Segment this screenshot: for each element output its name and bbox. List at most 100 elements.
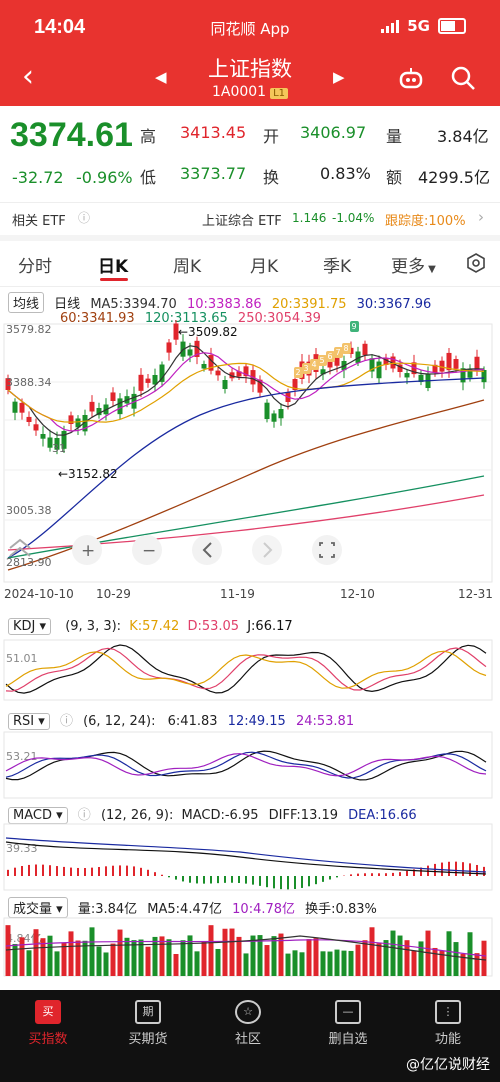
prev-stock-icon[interactable]: ◀ [155, 68, 167, 86]
candle-body [33, 424, 39, 431]
zoom-out-button[interactable]: − [132, 535, 162, 565]
volume-bar [96, 946, 102, 976]
code-label: 1A0001 [211, 84, 267, 100]
price-change: -32.72 [12, 168, 64, 187]
signal-marker-label: 4 [312, 360, 317, 369]
fullscreen-button[interactable] [312, 535, 342, 565]
volume-bar [404, 940, 410, 976]
date-label-3: 11-19 [220, 587, 255, 601]
candle-body [278, 409, 284, 419]
volume-bar [5, 925, 11, 976]
candle-body [40, 434, 46, 439]
nav-community[interactable]: ☆ 社区 [208, 1000, 288, 1047]
chevron-right-icon[interactable]: › [478, 208, 484, 226]
volume-bar [376, 943, 382, 976]
rsi-info-icon[interactable]: ⓘ [59, 714, 73, 729]
volume-select[interactable]: 成交量 ▾ [8, 897, 68, 918]
kline-chart[interactable]: 3579.82 3388.34 31 3005.38 2813.90 ←3509… [0, 320, 500, 620]
candle-body [12, 401, 18, 413]
rsi-legend: RSI ▾ ⓘ (6, 12, 24): 6:41.83 12:49.15 24… [8, 710, 354, 730]
signal-marker-label: 3 [304, 364, 309, 373]
svg-text:−: − [142, 541, 156, 561]
tab-monthly[interactable]: 月K [250, 257, 279, 277]
signal-markers: 2 3 4 5 6 7 8 9 [294, 321, 359, 378]
scroll-right-button[interactable] [252, 535, 282, 565]
macd-dea-line [5, 837, 487, 873]
candle-body [481, 370, 487, 383]
candle-body [173, 323, 179, 340]
next-stock-icon[interactable]: ▶ [333, 68, 345, 86]
buy-icon: 买 [35, 1000, 61, 1024]
tab-intraday[interactable]: 分时 [18, 257, 52, 277]
back-icon[interactable]: ‹ [22, 59, 34, 94]
tab-quarterly[interactable]: 季K [323, 257, 352, 277]
volume-bar [481, 940, 487, 976]
level-tag: L1 [270, 88, 289, 99]
macd-info-icon[interactable]: ⓘ [77, 808, 91, 823]
kdj-chart[interactable]: 51.01 [0, 638, 500, 702]
volume-bar [348, 950, 354, 976]
volume-bar [47, 935, 53, 976]
volume-bar [362, 940, 368, 976]
volume-bar [82, 940, 88, 976]
volume-bar [75, 940, 81, 976]
candle-body [110, 392, 116, 401]
search-icon[interactable] [451, 66, 475, 90]
tab-weekly[interactable]: 周K [173, 257, 202, 277]
y-label-top: 3579.82 [6, 323, 52, 336]
candle-body [117, 398, 123, 415]
candle-body [208, 355, 214, 371]
date-label-4: 12-10 [340, 587, 375, 601]
nav-buy-futures[interactable]: 期买期货 [108, 1000, 188, 1047]
tab-daily[interactable]: 日K [98, 257, 129, 277]
chart-area[interactable]: 均线 日线 MA5:3394.70 10:3383.86 20:3391.75 … [0, 286, 500, 986]
volume-bar [180, 940, 186, 976]
indicator-line-1 [5, 750, 487, 781]
status-app-name[interactable]: 同花顺 App [0, 18, 500, 39]
svg-text:+: + [81, 541, 95, 561]
volume-bar [439, 950, 445, 976]
volume-value-label: 量:3.84亿 [77, 902, 138, 917]
high-label: 高 [140, 127, 157, 146]
nav-remove-watchlist[interactable]: — 删自选 [308, 1000, 388, 1047]
macd-chart[interactable]: 39.33 [0, 822, 500, 892]
candle-body [222, 380, 228, 389]
open-value: 3406.97 [300, 123, 367, 142]
remove-watchlist-icon: — [335, 1000, 361, 1024]
candle-body [460, 368, 466, 383]
candle-body [453, 359, 459, 369]
robot-icon[interactable] [398, 67, 424, 89]
signal-marker-badge [334, 347, 343, 358]
page-title: 上证指数 [208, 57, 292, 81]
candle-body [355, 351, 361, 363]
kdj-j: J:66.17 [247, 619, 293, 634]
nav-buy-index[interactable]: 买买指数 [8, 1000, 88, 1047]
collapse-chevrons-icon[interactable] [9, 538, 31, 557]
signal-marker-label: 9 [352, 322, 357, 331]
kdj-select[interactable]: KDJ ▾ [8, 618, 52, 635]
rsi-select[interactable]: RSI ▾ [8, 713, 50, 730]
candle-body [187, 349, 193, 356]
tab-more[interactable]: 更多 ▼ [391, 252, 436, 277]
rsi-chart[interactable]: 53.21 [0, 730, 500, 800]
price-change-pct: -0.96% [76, 168, 133, 187]
volume-bar [33, 929, 39, 976]
scroll-left-button[interactable] [192, 535, 222, 565]
volume-bar [313, 938, 319, 976]
stock-code: 1A0001 L1 [0, 84, 500, 100]
volume-bar [124, 937, 130, 976]
volume-bar [320, 951, 326, 976]
candle-body [432, 364, 438, 373]
info-icon[interactable]: ⓘ [78, 211, 91, 225]
candle-body [292, 379, 298, 390]
related-etf-bar[interactable]: 相关 ETF ⓘ 上证综合 ETF 1.146 -1.04% 跟踪度:100% … [0, 202, 500, 241]
zoom-in-button[interactable]: + [72, 535, 102, 565]
volume-chart[interactable]: 4.84亿 [0, 916, 500, 978]
settings-icon[interactable] [466, 253, 486, 273]
candle-body [26, 416, 32, 422]
nav-functions[interactable]: ⋮ 功能 [408, 1000, 488, 1047]
macd-select[interactable]: MACD ▾ [8, 807, 68, 824]
kdj-axis-label: 51.01 [6, 652, 38, 665]
ma-mode-select[interactable]: 均线 [8, 292, 45, 313]
etf-name[interactable]: 上证综合 ETF [202, 214, 282, 229]
